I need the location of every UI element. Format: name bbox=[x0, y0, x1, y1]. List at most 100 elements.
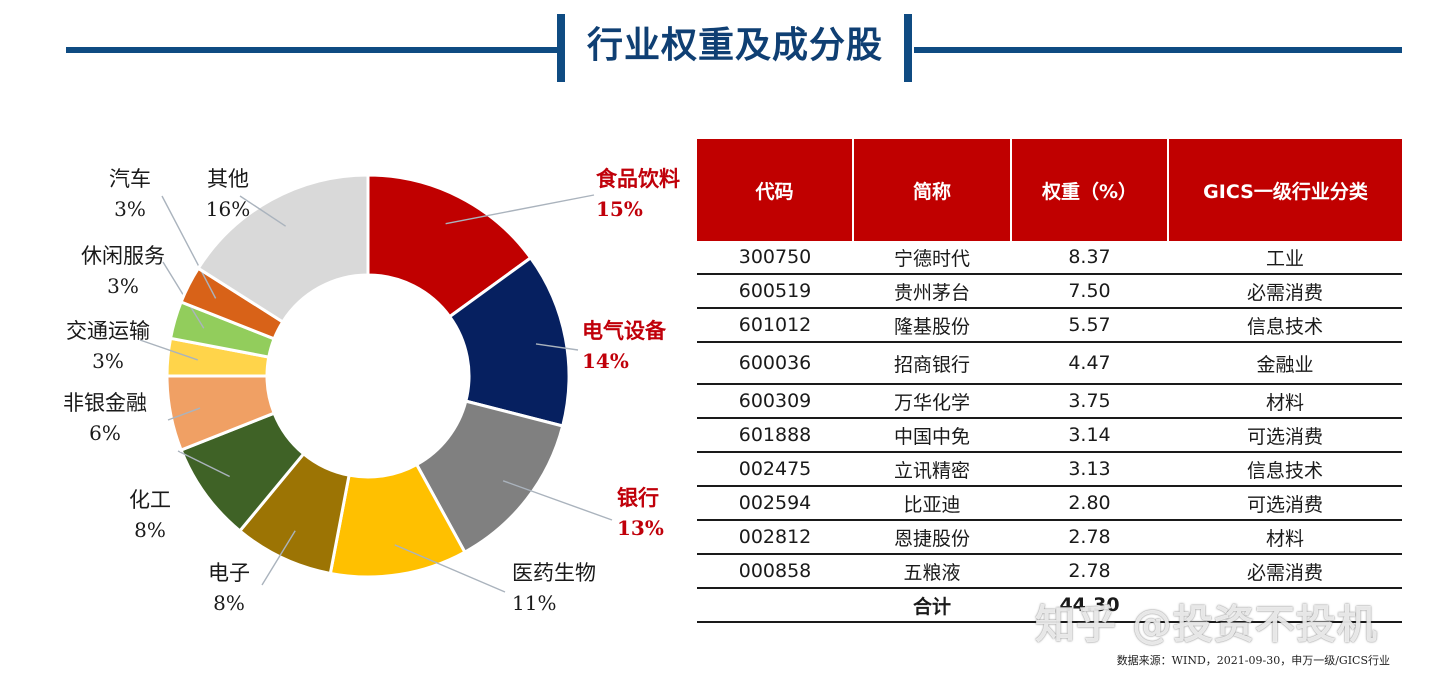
leader-line bbox=[535, 343, 579, 351]
table-row: 600036 招商银行 4.47 金融业 bbox=[697, 342, 1402, 385]
slice-label: 交通运输 bbox=[66, 319, 150, 343]
cell-name: 立讯精密 bbox=[853, 452, 1011, 487]
table-row: 600519 贵州茅台 7.50 必需消费 bbox=[697, 274, 1402, 309]
leader-line bbox=[261, 530, 296, 586]
cell-name: 招商银行 bbox=[853, 342, 1011, 385]
leader-line bbox=[445, 194, 595, 225]
cell-total-empty bbox=[1168, 588, 1402, 623]
cell-industry: 可选消费 bbox=[1168, 418, 1402, 453]
header-bracket-left bbox=[557, 14, 565, 82]
leader-line bbox=[177, 450, 230, 478]
cell-industry: 工业 bbox=[1168, 241, 1402, 275]
header-bracket-right bbox=[904, 14, 912, 82]
slice-label: 汽车 bbox=[109, 167, 151, 191]
table-row: 002594 比亚迪 2.80 可选消费 bbox=[697, 486, 1402, 521]
cell-weight: 2.80 bbox=[1011, 486, 1168, 521]
leader-line bbox=[167, 407, 201, 421]
cell-name: 宁德时代 bbox=[853, 241, 1011, 275]
cell-code: 000858 bbox=[697, 554, 853, 589]
cell-weight: 4.47 bbox=[1011, 342, 1168, 385]
cell-code: 002812 bbox=[697, 520, 853, 555]
table-row: 601888 中国中免 3.14 可选消费 bbox=[697, 418, 1402, 453]
slice-percent-label: 3% bbox=[92, 349, 124, 373]
cell-weight: 3.13 bbox=[1011, 452, 1168, 487]
cell-name: 隆基股份 bbox=[853, 308, 1011, 343]
leader-line bbox=[394, 544, 506, 593]
cell-industry: 材料 bbox=[1168, 520, 1402, 555]
leader-line bbox=[502, 480, 613, 521]
cell-name: 五粮液 bbox=[853, 554, 1011, 589]
leader-line bbox=[239, 195, 287, 227]
cell-total-empty bbox=[697, 588, 853, 623]
cell-code: 600519 bbox=[697, 274, 853, 309]
slice-percent-label: 8% bbox=[134, 518, 166, 542]
slice-label: 电子 bbox=[208, 561, 250, 585]
cell-industry: 信息技术 bbox=[1168, 308, 1402, 343]
table-row: 601012 隆基股份 5.57 信息技术 bbox=[697, 308, 1402, 343]
industry-donut-chart: 食品饮料 15% 电气设备 14% 银行 13% 医药生物 11% 电子 8% 化工 8% 非银金融 6%… bbox=[63, 167, 680, 615]
cell-code: 002594 bbox=[697, 486, 853, 521]
data-source-note: 数据来源：WIND，2021-09-30，申万一级/GICS行业 bbox=[1116, 654, 1390, 667]
slice-label: 其他 bbox=[207, 167, 249, 191]
cell-industry: 必需消费 bbox=[1168, 554, 1402, 589]
cell-industry: 可选消费 bbox=[1168, 486, 1402, 521]
slice-percent-label: 15% bbox=[596, 197, 643, 221]
cell-code: 600309 bbox=[697, 384, 853, 419]
slice-percent-label: 13% bbox=[617, 516, 664, 540]
cell-industry: 信息技术 bbox=[1168, 452, 1402, 487]
cell-industry: 金融业 bbox=[1168, 342, 1402, 385]
col-header-code: 代码 bbox=[697, 139, 853, 241]
cell-code: 600036 bbox=[697, 342, 853, 385]
table-row: 002812 恩捷股份 2.78 材料 bbox=[697, 520, 1402, 555]
col-header-name: 简称 bbox=[852, 139, 1011, 241]
cell-name: 中国中免 bbox=[853, 418, 1011, 453]
slice-percent-label: 6% bbox=[89, 421, 121, 445]
cell-weight: 5.57 bbox=[1011, 308, 1168, 343]
total-value: 44.30 bbox=[1011, 588, 1168, 623]
cell-industry: 材料 bbox=[1168, 384, 1402, 419]
cell-name: 万华化学 bbox=[853, 384, 1011, 419]
slice-percent-label: 11% bbox=[512, 591, 556, 615]
page-title: 行业权重及成分股 bbox=[586, 25, 883, 66]
holdings-table: 代码 简称 权重（%） GICS一级行业分类 300750 宁德时代 8.37 … bbox=[697, 139, 1402, 623]
cell-code: 300750 bbox=[697, 241, 853, 275]
cell-code: 601888 bbox=[697, 418, 853, 453]
cell-name: 比亚迪 bbox=[853, 486, 1011, 521]
table-row: 600309 万华化学 3.75 材料 bbox=[697, 384, 1402, 419]
slice-percent-label: 8% bbox=[213, 591, 245, 615]
header-rule-left bbox=[66, 47, 560, 53]
total-label: 合计 bbox=[853, 588, 1011, 623]
slice-percent-label: 16% bbox=[206, 197, 250, 221]
table-total-row: 合计 44.30 bbox=[697, 588, 1402, 623]
slice-label: 银行 bbox=[617, 486, 659, 510]
cell-weight: 7.50 bbox=[1011, 274, 1168, 309]
leader-line bbox=[161, 195, 217, 299]
slice-label: 化工 bbox=[129, 488, 171, 512]
slice-label: 医药生物 bbox=[512, 561, 596, 585]
cell-name: 贵州茅台 bbox=[853, 274, 1011, 309]
table-row: 000858 五粮液 2.78 必需消费 bbox=[697, 554, 1402, 589]
cell-weight: 3.75 bbox=[1011, 384, 1168, 419]
cell-code: 601012 bbox=[697, 308, 853, 343]
table-row: 300750 宁德时代 8.37 工业 bbox=[697, 241, 1402, 275]
col-header-industry: GICS一级行业分类 bbox=[1167, 139, 1402, 241]
header-rule-right bbox=[914, 47, 1402, 53]
cell-weight: 8.37 bbox=[1011, 241, 1168, 275]
cell-name: 恩捷股份 bbox=[853, 520, 1011, 555]
cell-weight: 2.78 bbox=[1011, 520, 1168, 555]
slice-percent-label: 3% bbox=[114, 197, 146, 221]
watermark: 知乎 @投资不投机 bbox=[1035, 602, 1378, 648]
slice-label: 非银金融 bbox=[63, 391, 147, 415]
donut-slice bbox=[366, 173, 533, 319]
slice-percent-label: 3% bbox=[107, 274, 139, 298]
slice-label: 休闲服务 bbox=[81, 244, 165, 268]
col-header-weight: 权重（%） bbox=[1010, 139, 1168, 241]
cell-industry: 必需消费 bbox=[1168, 274, 1402, 309]
slice-label: 电气设备 bbox=[582, 319, 667, 343]
cell-code: 002475 bbox=[697, 452, 853, 487]
cell-weight: 2.78 bbox=[1011, 554, 1168, 589]
leader-line bbox=[139, 339, 198, 361]
slice-label: 食品饮料 bbox=[596, 167, 680, 191]
table-row: 002475 立讯精密 3.13 信息技术 bbox=[697, 452, 1402, 487]
slice-percent-label: 14% bbox=[582, 349, 629, 373]
